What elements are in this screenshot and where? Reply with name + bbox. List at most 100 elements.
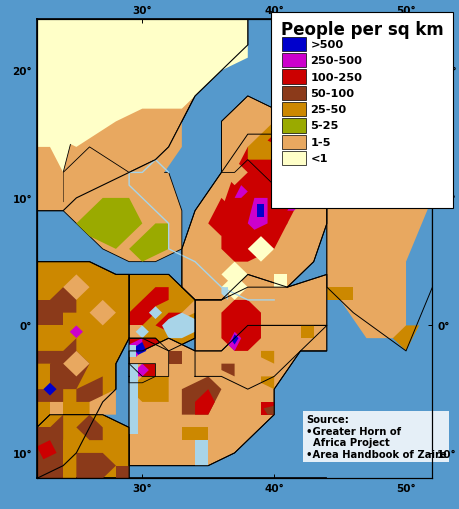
Polygon shape xyxy=(37,338,76,364)
Polygon shape xyxy=(260,351,274,364)
Polygon shape xyxy=(37,428,43,440)
Polygon shape xyxy=(133,342,146,355)
Polygon shape xyxy=(221,160,247,186)
Polygon shape xyxy=(228,332,241,351)
Polygon shape xyxy=(50,351,90,389)
Polygon shape xyxy=(37,20,247,211)
Polygon shape xyxy=(76,377,102,402)
Polygon shape xyxy=(129,224,168,262)
Polygon shape xyxy=(142,364,155,377)
Polygon shape xyxy=(37,428,50,453)
Polygon shape xyxy=(326,199,431,478)
Text: <1: <1 xyxy=(310,154,327,164)
Polygon shape xyxy=(287,199,300,211)
Polygon shape xyxy=(247,199,267,230)
Polygon shape xyxy=(247,237,274,262)
Polygon shape xyxy=(37,415,63,440)
Polygon shape xyxy=(129,364,155,383)
Polygon shape xyxy=(195,389,214,415)
Polygon shape xyxy=(129,377,168,402)
Polygon shape xyxy=(129,326,142,338)
Polygon shape xyxy=(37,262,129,478)
Text: 5-25: 5-25 xyxy=(310,121,338,131)
Polygon shape xyxy=(181,377,221,415)
Polygon shape xyxy=(267,129,287,148)
Polygon shape xyxy=(162,313,195,338)
Polygon shape xyxy=(221,262,247,288)
Polygon shape xyxy=(221,97,326,186)
Polygon shape xyxy=(326,173,353,199)
Polygon shape xyxy=(231,335,238,345)
Polygon shape xyxy=(300,326,313,338)
Polygon shape xyxy=(37,440,56,459)
Polygon shape xyxy=(168,320,181,330)
Polygon shape xyxy=(326,135,431,351)
Polygon shape xyxy=(70,326,83,338)
Text: 100-250: 100-250 xyxy=(310,72,362,82)
Polygon shape xyxy=(37,440,63,466)
Text: 1-5: 1-5 xyxy=(310,137,330,148)
Polygon shape xyxy=(208,199,234,237)
Polygon shape xyxy=(257,205,263,218)
Polygon shape xyxy=(221,364,234,377)
Polygon shape xyxy=(37,300,63,326)
Polygon shape xyxy=(247,173,287,249)
Polygon shape xyxy=(326,199,405,338)
Polygon shape xyxy=(37,428,63,478)
Polygon shape xyxy=(37,20,247,148)
Polygon shape xyxy=(221,275,247,300)
Polygon shape xyxy=(129,338,142,357)
Polygon shape xyxy=(221,148,300,262)
Polygon shape xyxy=(50,402,63,415)
Polygon shape xyxy=(260,402,274,415)
Polygon shape xyxy=(37,148,63,211)
Text: 50-100: 50-100 xyxy=(310,89,354,99)
Polygon shape xyxy=(90,300,116,326)
Polygon shape xyxy=(37,122,181,211)
Polygon shape xyxy=(234,186,247,199)
Polygon shape xyxy=(221,288,228,300)
Polygon shape xyxy=(149,306,162,320)
Polygon shape xyxy=(76,453,116,478)
Polygon shape xyxy=(129,338,168,377)
Polygon shape xyxy=(63,275,90,300)
Polygon shape xyxy=(260,377,274,389)
Text: Source:
•Greater Horn of
  Africa Project
•Area Handbook of Zaire: Source: •Greater Horn of Africa Project … xyxy=(305,414,446,459)
Polygon shape xyxy=(63,148,181,262)
Polygon shape xyxy=(50,288,76,313)
Polygon shape xyxy=(76,199,142,249)
Text: >500: >500 xyxy=(310,40,343,50)
Polygon shape xyxy=(247,122,300,160)
Polygon shape xyxy=(155,313,181,332)
Polygon shape xyxy=(392,326,418,351)
Polygon shape xyxy=(63,466,76,478)
Polygon shape xyxy=(326,288,353,300)
Text: 250-500: 250-500 xyxy=(310,56,362,66)
Polygon shape xyxy=(263,406,274,415)
Polygon shape xyxy=(37,20,90,211)
Polygon shape xyxy=(129,300,155,326)
Polygon shape xyxy=(37,415,129,478)
Polygon shape xyxy=(195,440,208,466)
Polygon shape xyxy=(90,389,116,415)
Polygon shape xyxy=(63,351,90,377)
Polygon shape xyxy=(221,300,260,351)
Text: People per sq km: People per sq km xyxy=(280,21,442,39)
Polygon shape xyxy=(221,173,247,211)
Polygon shape xyxy=(300,173,326,199)
Polygon shape xyxy=(129,275,195,351)
Polygon shape xyxy=(129,345,135,357)
Text: 25-50: 25-50 xyxy=(310,105,346,115)
Polygon shape xyxy=(135,326,149,338)
Polygon shape xyxy=(195,275,326,389)
Polygon shape xyxy=(280,186,293,199)
Polygon shape xyxy=(63,428,90,453)
Polygon shape xyxy=(228,313,247,338)
Polygon shape xyxy=(168,351,181,364)
Polygon shape xyxy=(43,383,56,396)
Polygon shape xyxy=(142,288,168,306)
Polygon shape xyxy=(37,377,63,402)
Polygon shape xyxy=(181,300,195,320)
Polygon shape xyxy=(181,135,326,300)
Polygon shape xyxy=(129,364,138,434)
